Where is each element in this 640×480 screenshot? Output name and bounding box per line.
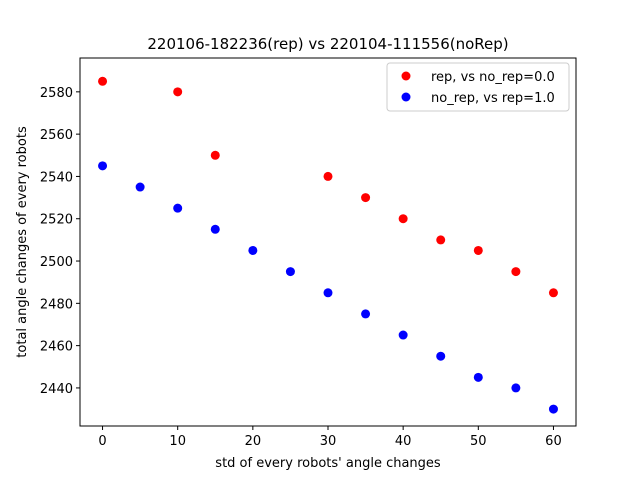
legend-marker-rep	[401, 71, 411, 81]
data-point	[548, 404, 558, 414]
y-tick-label: 2460	[40, 340, 73, 355]
y-tick-label: 2440	[40, 382, 73, 397]
y-tick-label: 2500	[40, 255, 73, 270]
legend-label-no-rep: no_rep, vs rep=1.0	[431, 91, 555, 106]
data-point	[398, 214, 408, 224]
y-tick-label: 2560	[40, 128, 73, 143]
y-tick-label: 2580	[40, 86, 73, 101]
y-tick-label: 2540	[40, 170, 73, 185]
series-rep	[98, 76, 558, 298]
y-axis-label: total angle changes of every robots	[15, 126, 30, 358]
chart-title: 220106-182236(rep) vs 220104-111556(noRe…	[147, 35, 508, 53]
x-tick-label: 40	[395, 434, 412, 449]
legend-box	[386, 62, 570, 112]
data-point	[210, 224, 220, 234]
data-point	[98, 161, 108, 171]
x-tick-label: 0	[98, 434, 106, 449]
legend-label-rep: rep, vs no_rep=0.0	[431, 70, 555, 85]
data-point	[398, 330, 408, 340]
x-tick-label: 60	[545, 434, 562, 449]
legend: rep, vs no_rep=0.0 no_rep, vs rep=1.0	[386, 62, 570, 112]
x-axis-label: std of every robots' angle changes	[215, 456, 441, 471]
x-tick-label: 20	[245, 434, 262, 449]
data-point	[248, 245, 258, 255]
data-point	[98, 76, 108, 86]
data-point	[361, 309, 371, 319]
data-point	[323, 171, 333, 181]
legend-marker-no-rep	[401, 92, 411, 102]
data-point	[473, 372, 483, 382]
data-point	[210, 150, 220, 160]
x-tick-label: 50	[470, 434, 487, 449]
data-point	[285, 267, 295, 277]
data-point	[173, 203, 183, 213]
x-tick-label: 10	[169, 434, 186, 449]
data-point	[361, 193, 371, 203]
series-no-rep	[98, 161, 558, 414]
data-point	[473, 245, 483, 255]
data-point	[436, 351, 446, 361]
ticks-layer: 0 10 20 30 40 50 60 2440 2460 2480 2500 2520 2540 256…	[40, 86, 562, 449]
data-point	[511, 383, 521, 393]
data-point	[173, 87, 183, 97]
x-tick-label: 30	[320, 434, 337, 449]
y-tick-label: 2480	[40, 297, 73, 312]
data-point	[511, 267, 521, 277]
points-layer	[98, 76, 558, 414]
y-tick-label: 2520	[40, 213, 73, 228]
data-point	[548, 288, 558, 298]
data-point	[135, 182, 145, 192]
plot-frame	[79, 57, 577, 427]
data-point	[323, 288, 333, 298]
data-point	[436, 235, 446, 245]
